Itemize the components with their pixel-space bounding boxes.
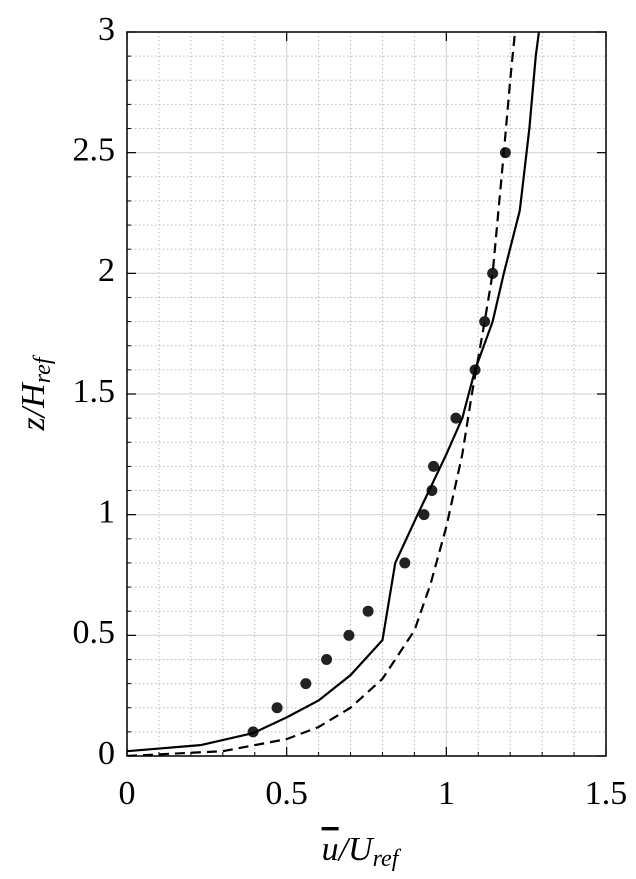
data-point xyxy=(321,653,333,665)
data-point xyxy=(479,316,491,328)
y-tick-label: 0.5 xyxy=(73,614,116,651)
data-line xyxy=(127,32,541,753)
data-point xyxy=(271,702,283,714)
data-line xyxy=(127,32,517,756)
y-tick-label: 2 xyxy=(98,252,115,289)
data-point xyxy=(399,557,411,569)
x-axis-label: u/Uref xyxy=(322,831,402,872)
plot-frame xyxy=(126,31,607,757)
x-tick-label: 0 xyxy=(119,775,136,812)
y-tick-label: 0 xyxy=(98,735,115,772)
y-tick-label: 2.5 xyxy=(73,131,116,168)
y-tick-label: 1 xyxy=(98,493,115,530)
y-label-part: z/H xyxy=(15,381,52,432)
y-tick-label: 1.5 xyxy=(73,373,116,410)
data-point xyxy=(343,629,355,641)
data-point xyxy=(362,605,374,617)
y-tick-label: 3 xyxy=(98,11,115,48)
x-label-part: ref xyxy=(373,846,402,872)
x-tick-label: 1 xyxy=(438,775,455,812)
data-point xyxy=(428,460,440,472)
data-point xyxy=(418,509,430,521)
data-point xyxy=(300,678,312,690)
data-point xyxy=(487,267,499,279)
y-label-part: ref xyxy=(30,354,56,383)
x-tick-label: 0.5 xyxy=(265,775,308,812)
data-point xyxy=(450,412,462,424)
x-tick-label: 1.5 xyxy=(585,775,628,812)
data-point xyxy=(499,147,511,159)
y-axis-label: z/Href xyxy=(15,354,56,431)
x-label-part: /U xyxy=(337,831,375,868)
x-label-part: u xyxy=(322,831,339,868)
